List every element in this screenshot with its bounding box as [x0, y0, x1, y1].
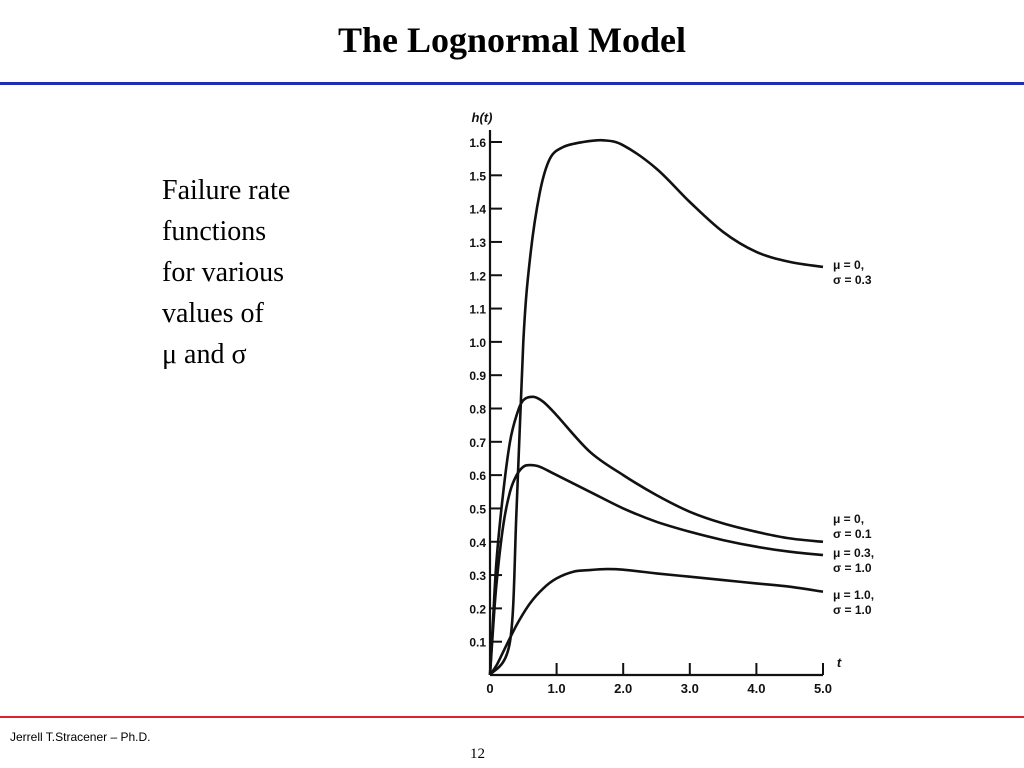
y-tick-label: 1.3 — [469, 236, 486, 250]
series-label: σ = 0.3 — [833, 273, 872, 287]
x-axis-label: t — [837, 655, 842, 670]
y-tick-label: 1.0 — [469, 336, 486, 350]
title-divider — [0, 82, 1024, 85]
caption-line: μ and σ — [162, 339, 247, 370]
series-line-4 — [488, 567, 824, 676]
footer-divider — [0, 716, 1024, 718]
chart-svg: 0.1 0.2 0.3 0.4 0.5 0.6 0.7 0.8 0.9 1.0 1.1 1.2 1.3 1… — [469, 110, 874, 696]
caption-line: Failure rate — [162, 175, 291, 206]
y-tick-label: 0.8 — [469, 403, 486, 417]
series-line-3 — [488, 463, 824, 676]
y-tick-label: 0.3 — [469, 569, 486, 583]
y-tick-label: 1.4 — [469, 203, 486, 217]
y-tick-label: 0.1 — [469, 636, 486, 650]
series-label: μ = 0.3, — [833, 546, 874, 560]
y-tick-label: 1.1 — [469, 303, 486, 317]
y-tick-label: 0.6 — [469, 469, 486, 483]
y-tick-label: 1.6 — [469, 136, 486, 150]
footer-author: Jerrell T.Stracener – Ph.D. — [10, 730, 151, 744]
page-number: 12 — [470, 746, 485, 762]
slide-title: The Lognormal Model — [338, 20, 686, 60]
chart-caption: Failure rate functions for various value… — [162, 170, 402, 375]
y-tick-label: 0.2 — [469, 602, 486, 616]
series-line-1 — [488, 138, 824, 676]
caption-line: functions — [162, 216, 267, 247]
series-label: σ = 1.0 — [833, 561, 872, 575]
series-label: σ = 1.0 — [833, 603, 872, 617]
x-tick-label: 1.0 — [548, 681, 566, 696]
y-tick-label: 0.9 — [469, 369, 486, 383]
series-label: μ = 0, — [833, 258, 864, 272]
y-tick-label: 0.4 — [469, 536, 486, 550]
series-label: μ = 0, — [833, 512, 864, 526]
caption-line: for various — [162, 257, 285, 288]
y-tick-label: 0.7 — [469, 436, 486, 450]
x-tick-label: 3.0 — [681, 681, 699, 696]
series-line-2 — [488, 395, 824, 676]
x-tick-label: 2.0 — [614, 681, 632, 696]
caption-line: values of — [162, 298, 264, 329]
series-label: σ = 0.1 — [833, 527, 872, 541]
x-tick-label: 5.0 — [814, 681, 832, 696]
series-label: μ = 1.0, — [833, 588, 874, 602]
y-tick-label: 1.2 — [469, 269, 486, 283]
failure-rate-chart: 0.1 0.2 0.3 0.4 0.5 0.6 0.7 0.8 0.9 1.0 1.1 1.2 1.3 1… — [455, 105, 885, 705]
x-tick-label: 4.0 — [747, 681, 765, 696]
x-tick-label: 0 — [486, 681, 493, 696]
y-tick-label: 0.5 — [469, 502, 486, 516]
y-axis-label: h(t) — [472, 110, 493, 125]
y-tick-label: 1.5 — [469, 169, 486, 183]
